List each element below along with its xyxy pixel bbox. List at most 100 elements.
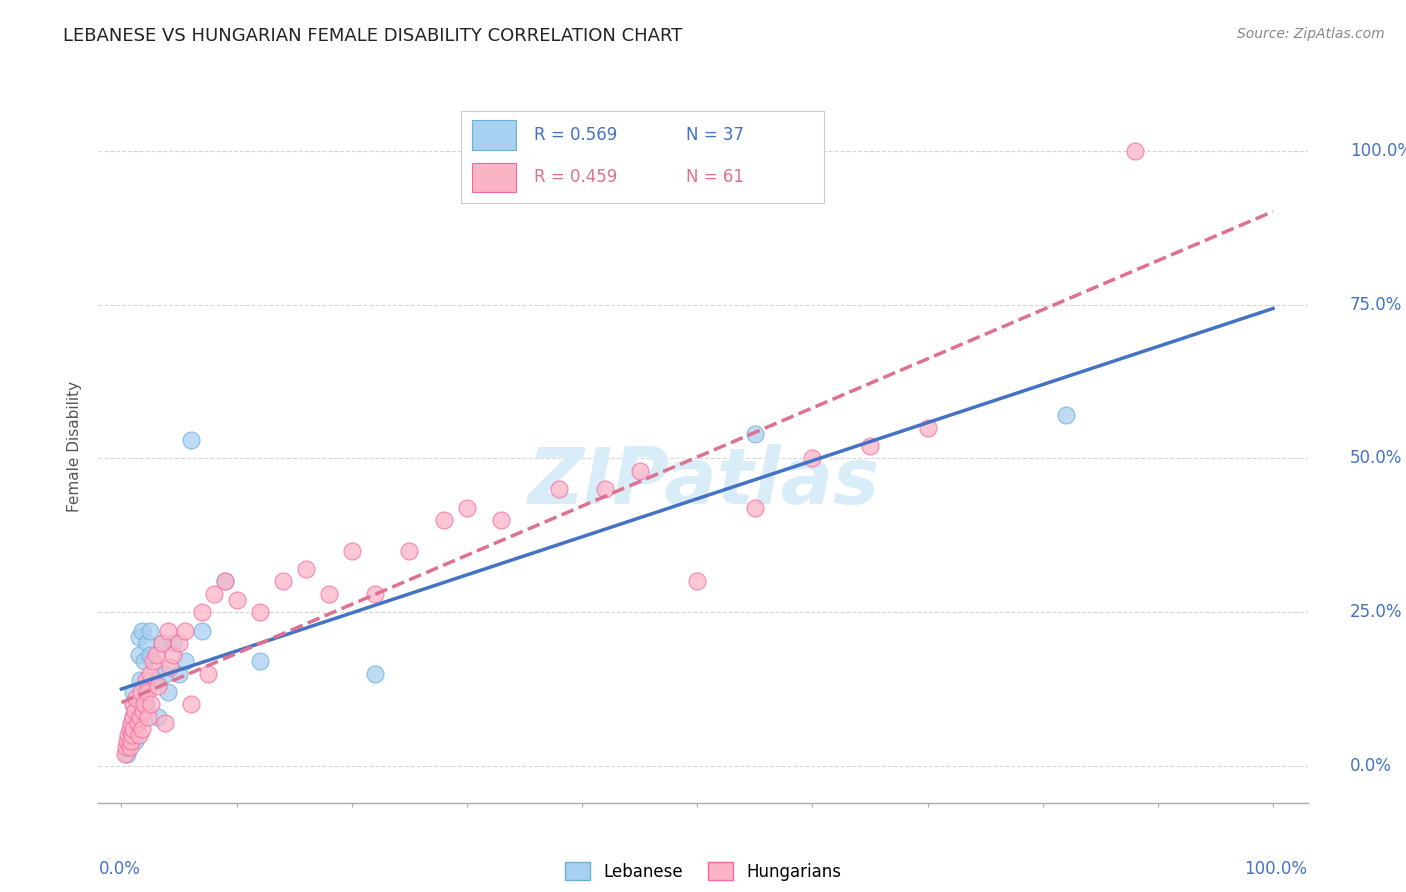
Point xyxy=(364,587,387,601)
Point xyxy=(686,574,709,589)
Point xyxy=(124,704,146,718)
Point xyxy=(135,698,157,712)
Point xyxy=(128,728,150,742)
Point xyxy=(118,734,141,748)
Point xyxy=(122,709,145,723)
Point xyxy=(156,624,179,638)
Point xyxy=(167,666,190,681)
Point xyxy=(1054,409,1077,423)
Point xyxy=(128,630,150,644)
Text: 100.0%: 100.0% xyxy=(1244,860,1308,878)
Point xyxy=(202,587,225,601)
Point xyxy=(124,734,146,748)
Point xyxy=(859,439,882,453)
Point xyxy=(249,654,271,668)
Point xyxy=(917,420,939,434)
Point xyxy=(173,654,195,668)
Text: Source: ZipAtlas.com: Source: ZipAtlas.com xyxy=(1237,27,1385,41)
Point xyxy=(139,624,162,638)
Point xyxy=(162,648,184,662)
Point xyxy=(136,709,159,723)
Point xyxy=(121,715,143,730)
Point xyxy=(148,679,170,693)
Point xyxy=(122,722,145,736)
Point xyxy=(197,666,219,681)
Point xyxy=(433,513,456,527)
Text: 50.0%: 50.0% xyxy=(1350,450,1402,467)
Point xyxy=(131,624,153,638)
Point xyxy=(125,709,148,723)
Point xyxy=(135,636,157,650)
Point xyxy=(128,673,150,687)
Point xyxy=(115,747,138,761)
Point xyxy=(214,574,236,589)
Point xyxy=(134,685,156,699)
Point xyxy=(214,574,236,589)
Point xyxy=(120,715,142,730)
Point xyxy=(593,482,616,496)
Point xyxy=(120,734,142,748)
Point xyxy=(115,740,138,755)
Point xyxy=(134,698,156,712)
Point xyxy=(118,740,141,755)
Y-axis label: Female Disability: Female Disability xyxy=(67,380,83,512)
Point xyxy=(121,728,143,742)
Point xyxy=(122,698,145,712)
Point xyxy=(801,451,824,466)
Point xyxy=(141,698,163,712)
Point xyxy=(364,666,387,681)
Point xyxy=(628,464,651,478)
Point xyxy=(127,715,149,730)
Point xyxy=(191,605,214,619)
Point xyxy=(294,562,316,576)
Point xyxy=(132,704,155,718)
Point xyxy=(145,648,167,662)
Text: 25.0%: 25.0% xyxy=(1350,603,1402,621)
Point xyxy=(340,543,363,558)
Point xyxy=(180,698,202,712)
Point xyxy=(115,734,138,748)
Point xyxy=(398,543,420,558)
Point xyxy=(120,722,142,736)
Point xyxy=(225,592,247,607)
Point xyxy=(139,666,162,681)
Legend: Lebanese, Hungarians: Lebanese, Hungarians xyxy=(558,855,848,888)
Point xyxy=(155,666,177,681)
Point xyxy=(139,648,162,662)
Point xyxy=(318,587,340,601)
Point xyxy=(131,722,153,736)
Point xyxy=(122,685,145,699)
Text: 0.0%: 0.0% xyxy=(98,860,141,878)
Point xyxy=(128,709,150,723)
Point xyxy=(117,728,139,742)
Point xyxy=(141,654,163,668)
Point xyxy=(744,500,766,515)
Point xyxy=(173,624,195,638)
Text: LEBANESE VS HUNGARIAN FEMALE DISABILITY CORRELATION CHART: LEBANESE VS HUNGARIAN FEMALE DISABILITY … xyxy=(63,27,683,45)
Point xyxy=(150,636,173,650)
Text: 0.0%: 0.0% xyxy=(1350,757,1392,775)
Point xyxy=(145,673,167,687)
Point xyxy=(1123,144,1146,158)
Text: 75.0%: 75.0% xyxy=(1350,295,1402,313)
Point xyxy=(155,715,177,730)
Point xyxy=(129,704,152,718)
Point xyxy=(129,685,152,699)
Point xyxy=(128,648,150,662)
Point xyxy=(135,685,157,699)
Point xyxy=(456,500,478,515)
Text: ZIPatlas: ZIPatlas xyxy=(527,443,879,520)
Point xyxy=(150,636,173,650)
Point xyxy=(162,636,184,650)
Point xyxy=(122,698,145,712)
Point xyxy=(135,673,157,687)
Point xyxy=(271,574,294,589)
Point xyxy=(125,691,148,706)
Point xyxy=(548,482,571,496)
Text: 100.0%: 100.0% xyxy=(1350,142,1406,160)
Point xyxy=(122,709,145,723)
Point xyxy=(249,605,271,619)
Point xyxy=(491,513,513,527)
Point xyxy=(167,636,190,650)
Point xyxy=(159,660,181,674)
